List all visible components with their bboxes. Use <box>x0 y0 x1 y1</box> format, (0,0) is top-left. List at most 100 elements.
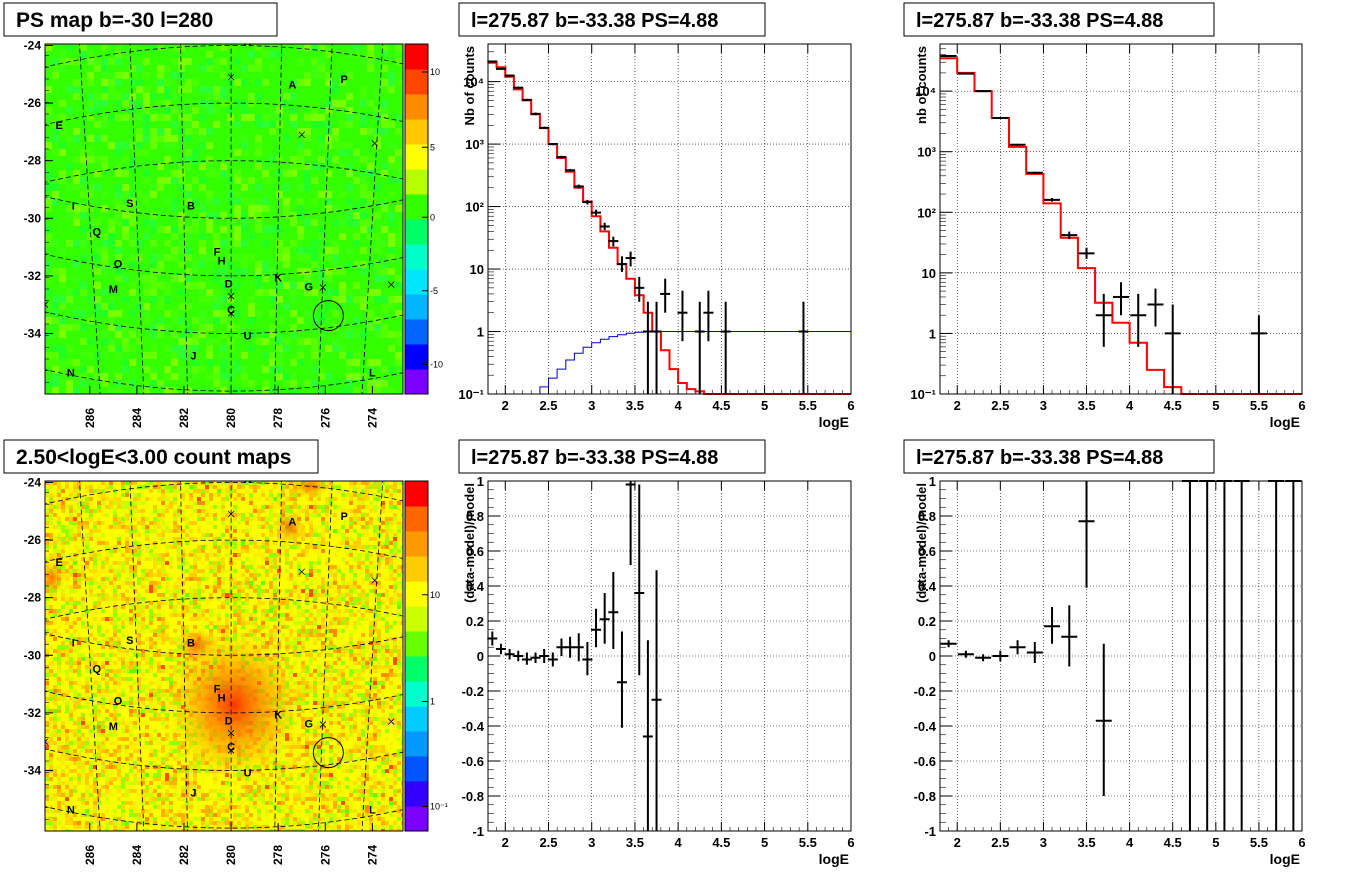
map-pixel <box>109 649 113 653</box>
map-pixel <box>360 331 367 338</box>
map-pixel <box>221 533 225 537</box>
map-pixel <box>153 545 157 549</box>
map-pixel <box>311 345 318 352</box>
map-pixel <box>73 629 77 633</box>
map-pixel <box>241 331 248 338</box>
map-pixel <box>108 226 115 233</box>
map-pixel <box>109 645 113 649</box>
map-pixel <box>173 513 177 517</box>
map-pixel <box>253 553 257 557</box>
map-pixel <box>185 177 192 184</box>
map-pixel <box>229 513 233 517</box>
map-pixel <box>389 577 393 581</box>
map-pixel <box>360 310 367 317</box>
map-pixel <box>49 629 53 633</box>
map-pixel <box>129 625 133 629</box>
map-pixel <box>49 557 53 561</box>
map-pixel <box>150 317 157 324</box>
map-pixel <box>201 505 205 509</box>
map-pixel <box>181 553 185 557</box>
map-pixel <box>329 581 333 585</box>
map-pixel <box>121 629 125 633</box>
map-pixel <box>293 657 297 661</box>
map-pixel <box>401 633 403 637</box>
map-pixel <box>133 609 137 613</box>
map-pixel <box>197 493 201 497</box>
map-pixel <box>304 72 311 79</box>
map-pixel <box>105 489 109 493</box>
map-pixel <box>177 601 181 605</box>
map-pixel <box>357 673 361 677</box>
map-pixel <box>185 191 192 198</box>
map-pixel <box>101 569 105 573</box>
map-pixel <box>346 247 353 254</box>
map-pixel <box>281 549 285 553</box>
map-pixel <box>305 533 309 537</box>
map-pixel <box>381 517 385 521</box>
map-pixel <box>395 58 402 65</box>
map-pixel <box>164 366 171 373</box>
map-pixel <box>269 549 273 553</box>
map-pixel <box>57 669 61 673</box>
map-pixel <box>276 114 283 121</box>
map-pixel <box>393 621 397 625</box>
map-pixel <box>153 653 157 657</box>
map-pixel <box>52 254 59 261</box>
map-pixel <box>45 380 52 387</box>
map-pixel <box>401 605 403 609</box>
map-pixel <box>255 338 262 345</box>
map-pixel <box>45 205 52 212</box>
map-pixel <box>205 509 209 513</box>
map-pixel <box>81 581 85 585</box>
map-pixel <box>137 677 141 681</box>
map-pixel <box>249 513 253 517</box>
map-pixel <box>85 517 89 521</box>
map-pixel <box>197 617 201 621</box>
map-pixel <box>129 505 133 509</box>
map-pixel <box>318 373 325 380</box>
map-pixel <box>249 593 253 597</box>
map-pixel <box>193 585 197 589</box>
map-pixel <box>367 359 374 366</box>
map-pixel <box>121 637 125 641</box>
map-pixel <box>385 677 389 681</box>
map-pixel <box>117 505 121 509</box>
map-pixel <box>241 581 245 585</box>
map-pixel <box>181 573 185 577</box>
map-pixel <box>129 665 133 669</box>
map-pixel <box>365 601 369 605</box>
map-pixel <box>325 289 332 296</box>
map-pixel <box>213 86 220 93</box>
map-pixel <box>153 589 157 593</box>
map-pixel <box>201 557 205 561</box>
map-pixel <box>337 597 341 601</box>
map-pixel <box>173 541 177 545</box>
map-pixel <box>293 505 297 509</box>
map-pixel <box>45 497 49 501</box>
map-pixel <box>61 605 65 609</box>
map-pixel <box>255 275 262 282</box>
map-pixel <box>369 681 373 685</box>
map-pixel <box>301 661 305 665</box>
map-pixel <box>125 501 129 505</box>
map-pixel <box>290 324 297 331</box>
map-pixel <box>361 513 365 517</box>
map-pixel <box>94 135 101 142</box>
map-pixel <box>185 481 189 485</box>
map-pixel <box>141 601 145 605</box>
map-pixel <box>115 212 122 219</box>
map-pixel <box>141 653 145 657</box>
map-pixel <box>237 501 241 505</box>
map-pixel <box>393 581 397 585</box>
map-pixel <box>153 613 157 617</box>
map-pixel <box>117 597 121 601</box>
map-pixel <box>227 177 234 184</box>
map-pixel <box>273 577 277 581</box>
map-pixel <box>325 589 329 593</box>
map-pixel <box>269 205 276 212</box>
map-pixel <box>305 497 309 501</box>
map-pixel <box>122 114 129 121</box>
map-pixel <box>332 79 339 86</box>
map-pixel <box>325 268 332 275</box>
map-pixel <box>357 637 361 641</box>
